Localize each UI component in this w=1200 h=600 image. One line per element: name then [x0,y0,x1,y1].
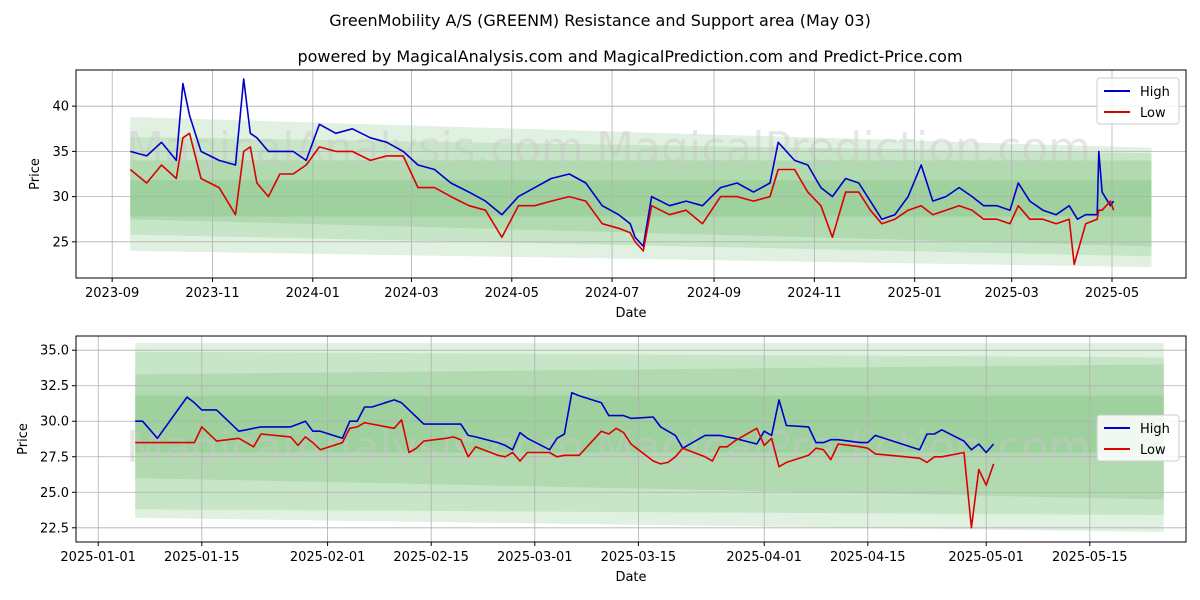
watermark-text: MagicalAnalysis.com [126,422,584,473]
x-axis-label: Date [615,570,646,585]
plot-area: MagicalAnalysis.com MagicalPrediction.com [76,336,1186,542]
axes-frame [75,69,1187,279]
legend: High Low [1096,414,1180,462]
x-tick-label: 2024-09 [687,286,741,301]
resistance-support-band-4 [130,180,1152,217]
x-tick-label: 2024-03 [384,286,438,301]
y-tick-label: 25.0 [40,486,69,501]
chart-title: GreenMobility A/S (GREENM) Resistance an… [329,11,871,30]
plot-area: MagicalAnalysis.com MagicalPrediction.com [76,70,1186,278]
x-tick-label: 2024-01 [286,286,340,301]
resistance-support-band-3 [130,160,1152,247]
resistance-support-band-2 [135,351,1164,516]
x-tick-label: 2025-03-15 [601,550,677,565]
bottom-axes: MagicalAnalysis.com MagicalPrediction.com… [16,335,1187,585]
resistance-support-band-1 [130,117,1152,268]
x-tick-label: 2025-05-01 [948,550,1024,565]
legend-label-high: High [1140,422,1170,437]
watermark-text: MagicalPrediction.com [596,123,1091,174]
watermark-text: MagicalPrediction.com [596,422,1091,473]
legend-label-low: Low [1140,106,1166,121]
resistance-support-band-1 [135,343,1164,533]
y-tick-label: 35.0 [40,344,69,359]
y-tick-label: 30.0 [40,415,69,430]
series-line-low [129,132,1115,266]
y-tick-label: 40 [52,100,69,115]
x-tick-label: 2024-11 [787,286,841,301]
x-tick-label: 2025-01-01 [60,550,136,565]
legend-label-low: Low [1140,443,1166,458]
y-tick-label: 25 [52,235,69,250]
x-tick-label: 2023-09 [85,286,139,301]
x-tick-label: 2025-02-15 [393,550,469,565]
y-axis-label: Price [28,158,43,190]
series-line-high [135,392,995,454]
top-axes: MagicalAnalysis.com MagicalPrediction.com… [28,69,1187,321]
series-line-high [130,78,1115,248]
chart-subtitle: powered by MagicalAnalysis.com and Magic… [297,47,962,66]
x-tick-label: 2025-02-01 [290,550,366,565]
legend: High Low [1096,77,1180,125]
y-tick-label: 32.5 [40,379,69,394]
y-tick-label: 30 [52,190,69,205]
x-tick-label: 2025-03 [985,286,1039,301]
x-tick-label: 2025-05-15 [1052,550,1128,565]
x-tick-label: 2025-01 [888,286,942,301]
x-tick-label: 2025-04-01 [726,550,802,565]
x-tick-label: 2025-05 [1085,286,1139,301]
y-tick-label: 22.5 [40,521,69,536]
resistance-support-band-4 [135,395,1164,453]
y-axis-label: Price [16,423,31,455]
axes-frame [75,335,1187,543]
x-tick-label: 2025-04-15 [830,550,906,565]
x-tick-label: 2024-07 [585,286,639,301]
legend-label-high: High [1140,85,1170,100]
watermark-text: MagicalAnalysis.com [126,123,584,174]
x-tick-label: 2024-05 [485,286,539,301]
resistance-support-band-3 [135,364,1164,500]
x-tick-label: 2025-01-15 [164,550,240,565]
x-tick-label: 2025-03-01 [497,550,573,565]
x-tick-label: 2023-11 [185,286,239,301]
x-axis-label: Date [615,306,646,321]
series-line-low [135,419,995,529]
y-tick-label: 35 [52,145,69,160]
y-tick-label: 27.5 [40,450,69,465]
